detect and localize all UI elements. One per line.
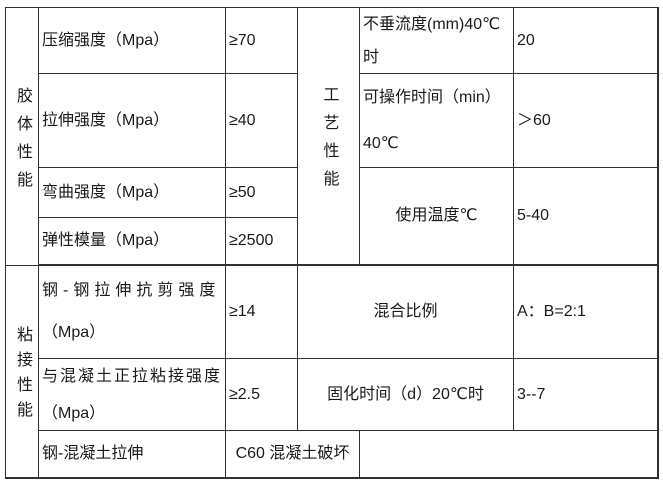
mix-ratio-value: A：B=2:1 (514, 266, 659, 359)
section-label-colloid: 胶体性能 (6, 8, 39, 266)
curing-time-label: 固化时间（d）20℃时 (298, 359, 514, 431)
curing-time-value: 3--7 (514, 359, 659, 431)
section-label-process: 工艺性能 (298, 8, 360, 266)
steel-concrete-tension-label: 钢-混凝土拉伸 (39, 431, 226, 479)
operable-time-value: ＞60 (514, 74, 659, 168)
service-temp-value: 5-40 (514, 168, 659, 266)
compressive-strength-value: ≥70 (226, 8, 298, 74)
elastic-modulus-label: 弹性模量（Mpa） (39, 218, 226, 266)
elastic-modulus-value: ≥2500 (226, 218, 298, 266)
empty-cell (360, 431, 659, 479)
compressive-strength-label: 压缩强度（Mpa） (39, 8, 226, 74)
operable-time-label: 可操作时间（min） 40℃ (360, 74, 514, 168)
steel-steel-shear-label: 钢-钢拉伸抗剪强度 （Mpa） (39, 266, 226, 359)
tensile-strength-label: 拉伸强度（Mpa） (39, 74, 226, 168)
sag-flow-label: 不垂流度(mm)40℃ 时 (360, 8, 514, 74)
concrete-tensile-bond-label: 与混凝土正拉粘接强度 （Mpa） (39, 359, 226, 431)
sag-flow-value: 20 (514, 8, 659, 74)
section-label-bonding: 粘接性能 (6, 266, 39, 479)
steel-concrete-tension-value: C60 混凝土破坏 (226, 431, 360, 479)
spec-table: 胶体性能 压缩强度（Mpa） ≥70 拉伸强度（Mpa） ≥40 弯曲强度（Mp… (5, 7, 659, 479)
service-temp-label: 使用温度℃ (360, 168, 514, 266)
tensile-strength-value: ≥40 (226, 74, 298, 168)
concrete-tensile-bond-value: ≥2.5 (226, 359, 298, 431)
flexural-strength-label: 弯曲强度（Mpa） (39, 168, 226, 218)
mix-ratio-label: 混合比例 (298, 266, 514, 359)
flexural-strength-value: ≥50 (226, 168, 298, 218)
steel-steel-shear-value: ≥14 (226, 266, 298, 359)
